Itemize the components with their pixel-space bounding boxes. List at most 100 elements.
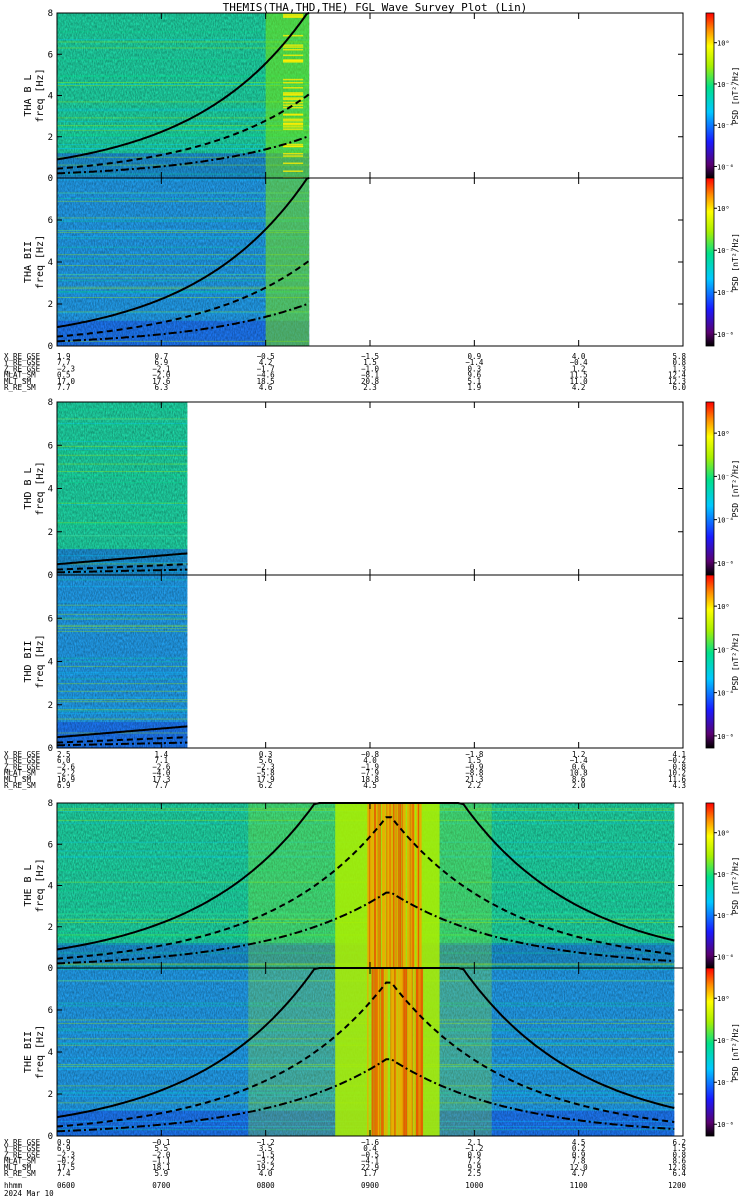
harmonic-stripe	[283, 97, 304, 99]
spectral-line	[57, 128, 310, 130]
high-power-column	[404, 968, 406, 1136]
harmonic-stripe	[283, 81, 304, 84]
time-tick-label: 1200	[668, 1181, 687, 1190]
spectral-line	[57, 613, 188, 615]
spectral-line	[57, 673, 188, 675]
ephemeris-value: 4.5	[363, 781, 377, 790]
spectral-line	[57, 522, 188, 524]
ephemeris-value: −2.3	[57, 364, 75, 373]
ephemeris-value: −2.0	[152, 371, 171, 380]
harmonic-stripe	[283, 15, 304, 17]
spectral-line	[57, 624, 188, 626]
harmonic-stripe	[283, 122, 304, 125]
spectral-line	[57, 451, 188, 453]
spectral-line	[57, 732, 188, 734]
spectral-line	[57, 291, 310, 293]
ephemeris-value: 10.8	[570, 769, 589, 778]
spectral-line	[57, 117, 310, 119]
spectral-line	[57, 482, 188, 484]
ephemeris-value: 1.3	[672, 364, 686, 373]
spectral-line	[57, 473, 188, 475]
gyrofrequency-curve	[56, 1058, 675, 1133]
ephemeris-value: 4.6	[259, 383, 273, 392]
spectral-line	[57, 423, 188, 425]
spectral-line	[57, 137, 310, 139]
time-tick-label: 0600	[57, 1181, 76, 1190]
high-power-column	[392, 803, 395, 968]
ephemeris-value: −0.9	[465, 762, 483, 771]
harmonic-stripe	[283, 120, 304, 122]
spectral-line	[57, 76, 310, 78]
spectral-line	[57, 173, 310, 175]
ephemeris-value: −4.1	[361, 1157, 379, 1166]
y-tick-label: 0	[48, 744, 53, 754]
colorbar-tick-label: 10⁻⁶	[717, 1121, 734, 1129]
high-power-column	[397, 803, 400, 968]
spectral-line	[57, 84, 310, 86]
ephemeris-value: 2.0	[572, 781, 586, 790]
harmonic-stripe	[283, 124, 304, 126]
ephemeris-row-label: Y_RE_GSE	[4, 1144, 41, 1153]
colorbar-label: PSD [nT²/Hz]	[731, 1023, 740, 1081]
harmonic-stripe	[283, 170, 304, 172]
ephemeris-value: −8.1	[361, 371, 379, 380]
ephemeris-value: 6.3	[155, 383, 169, 392]
ephemeris-value: 16.9	[57, 775, 75, 784]
ephemeris-value: −2.1	[152, 364, 170, 373]
spectral-line	[57, 665, 188, 667]
ephemeris-value: 22.9	[361, 1163, 379, 1172]
ephemeris-value: 6.0	[672, 383, 686, 392]
spectral-line	[57, 231, 310, 233]
ephemeris-value: −1.4	[570, 756, 589, 765]
ephemeris-value: 4.7	[572, 1169, 586, 1178]
spectral-line	[57, 699, 188, 701]
ephemeris-value: 1.5	[672, 1144, 686, 1153]
ephemeris-value: 1.5	[363, 358, 377, 367]
harmonic-stripe	[283, 13, 304, 16]
spectral-line	[57, 409, 188, 411]
spectral-line	[57, 609, 188, 611]
panel-label: THA B L	[23, 74, 34, 116]
y-tick-label: 2	[48, 923, 53, 933]
ephemeris-value: 4.5	[572, 1138, 586, 1147]
spectral-line	[57, 630, 188, 632]
spectral-line	[57, 274, 310, 276]
spectral-line	[57, 148, 310, 150]
spectral-line	[57, 273, 310, 275]
ephemeris-value: 1.7	[363, 1169, 377, 1178]
ephemeris-value: 10.2	[668, 769, 686, 778]
ephemeris-value: 6.4	[672, 1169, 686, 1178]
harmonic-stripe	[283, 106, 304, 109]
spectral-line	[57, 192, 310, 194]
spectral-line	[57, 707, 188, 709]
ephemeris-row-label: Z_RE_GSE	[4, 364, 41, 373]
ephemeris-value: −0.8	[361, 750, 380, 759]
spectral-line	[57, 579, 188, 581]
high-power-column	[382, 803, 385, 968]
high-power-column	[388, 803, 390, 968]
colorbar-tick-label: 10⁻⁶	[717, 331, 734, 339]
y-tick-label: 6	[48, 441, 53, 451]
colorbar-label: PSD [nT²/Hz]	[731, 460, 740, 518]
gyrofrequency-curve	[56, 981, 675, 1128]
high-power-column	[393, 803, 396, 968]
spectral-line	[57, 535, 188, 537]
high-power-column	[380, 968, 383, 1136]
ephemeris-value: −1.4	[465, 358, 484, 367]
panel-label: THD BII	[23, 640, 34, 682]
spectral-line	[57, 439, 188, 441]
high-power-column	[400, 968, 402, 1136]
ephemeris-value: 7.7	[57, 383, 71, 392]
spectral-line	[57, 246, 310, 248]
spectral-line	[57, 445, 188, 447]
ephemeris-table-2: X_RE_GSE 0.9 −0.1 −1.2 −1.6 2.1 4.5 6.2 Y_RE_GSE…	[4, 1138, 686, 1178]
high-power-column	[371, 968, 373, 1136]
y-tick-label: 4	[48, 1048, 53, 1058]
harmonic-stripe	[283, 46, 304, 48]
ephemeris-value: 5.9	[155, 1169, 169, 1178]
moderate-power-region	[248, 803, 492, 968]
colorbar-tick-label: 10⁰	[717, 603, 730, 611]
ephemeris-value: 5.6	[259, 756, 273, 765]
ephemeris-value: 17.3	[152, 775, 170, 784]
